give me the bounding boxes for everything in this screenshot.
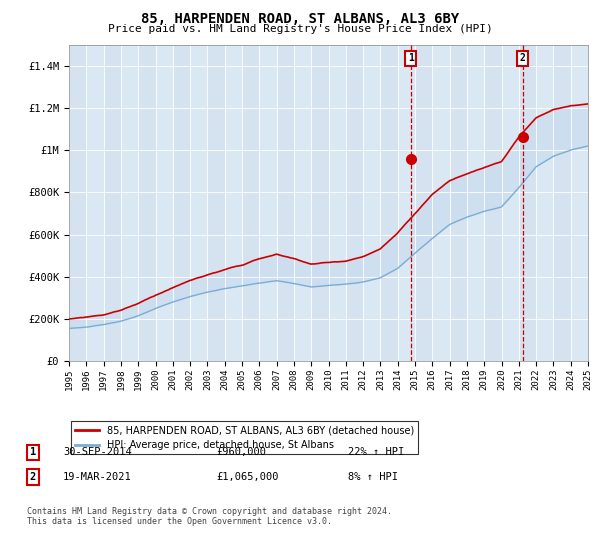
Bar <box>536 45 553 361</box>
Bar <box>121 45 138 361</box>
Bar <box>208 45 225 361</box>
Bar <box>69 45 86 361</box>
Bar <box>502 45 519 361</box>
Bar <box>380 45 398 361</box>
Bar <box>553 45 571 361</box>
Bar <box>225 45 242 361</box>
Text: £960,000: £960,000 <box>216 447 266 458</box>
Bar <box>398 45 415 361</box>
Bar <box>259 45 277 361</box>
Bar <box>467 45 484 361</box>
Text: Contains HM Land Registry data © Crown copyright and database right 2024.
This d: Contains HM Land Registry data © Crown c… <box>27 507 392 526</box>
Text: 8% ↑ HPI: 8% ↑ HPI <box>348 472 398 482</box>
Bar <box>346 45 363 361</box>
Text: 2: 2 <box>520 53 526 63</box>
Bar <box>86 45 104 361</box>
Text: 85, HARPENDEN ROAD, ST ALBANS, AL3 6BY: 85, HARPENDEN ROAD, ST ALBANS, AL3 6BY <box>141 12 459 26</box>
Bar <box>277 45 294 361</box>
Bar <box>571 45 588 361</box>
Text: £1,065,000: £1,065,000 <box>216 472 278 482</box>
Legend: 85, HARPENDEN ROAD, ST ALBANS, AL3 6BY (detached house), HPI: Average price, det: 85, HARPENDEN ROAD, ST ALBANS, AL3 6BY (… <box>71 422 418 454</box>
Bar <box>484 45 502 361</box>
Text: Price paid vs. HM Land Registry's House Price Index (HPI): Price paid vs. HM Land Registry's House … <box>107 24 493 34</box>
Text: 1: 1 <box>408 53 413 63</box>
Bar <box>294 45 311 361</box>
Bar <box>104 45 121 361</box>
Bar <box>363 45 380 361</box>
Bar <box>329 45 346 361</box>
Text: 1: 1 <box>30 447 36 458</box>
Text: 22% ↑ HPI: 22% ↑ HPI <box>348 447 404 458</box>
Bar <box>519 45 536 361</box>
Bar <box>433 45 449 361</box>
Bar <box>155 45 173 361</box>
Text: 2: 2 <box>30 472 36 482</box>
Bar <box>138 45 155 361</box>
Text: 30-SEP-2014: 30-SEP-2014 <box>63 447 132 458</box>
Bar <box>173 45 190 361</box>
Bar <box>190 45 208 361</box>
Text: 19-MAR-2021: 19-MAR-2021 <box>63 472 132 482</box>
Bar <box>415 45 432 361</box>
Bar <box>311 45 329 361</box>
Bar <box>449 45 467 361</box>
Bar <box>242 45 259 361</box>
